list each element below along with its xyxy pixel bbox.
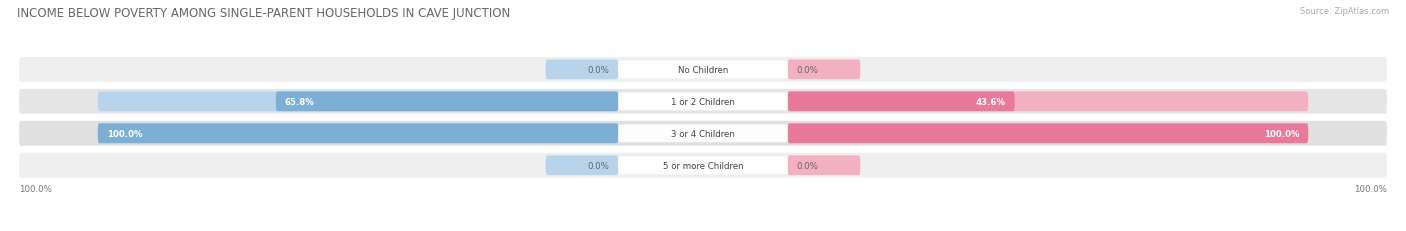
- FancyBboxPatch shape: [20, 121, 1386, 146]
- FancyBboxPatch shape: [619, 93, 787, 111]
- FancyBboxPatch shape: [619, 157, 787, 174]
- FancyBboxPatch shape: [619, 125, 787, 143]
- FancyBboxPatch shape: [98, 124, 619, 144]
- Text: 0.0%: 0.0%: [588, 161, 609, 170]
- Text: 0.0%: 0.0%: [588, 66, 609, 75]
- FancyBboxPatch shape: [98, 124, 619, 144]
- FancyBboxPatch shape: [20, 58, 1386, 82]
- Text: 100.0%: 100.0%: [20, 184, 52, 193]
- FancyBboxPatch shape: [787, 92, 1308, 112]
- Text: 5 or more Children: 5 or more Children: [662, 161, 744, 170]
- FancyBboxPatch shape: [20, 89, 1386, 114]
- FancyBboxPatch shape: [787, 60, 860, 80]
- Text: 65.8%: 65.8%: [285, 97, 315, 106]
- FancyBboxPatch shape: [98, 92, 619, 112]
- FancyBboxPatch shape: [619, 61, 787, 79]
- FancyBboxPatch shape: [787, 156, 860, 175]
- FancyBboxPatch shape: [787, 92, 1015, 112]
- Text: 3 or 4 Children: 3 or 4 Children: [671, 129, 735, 138]
- FancyBboxPatch shape: [787, 124, 1308, 144]
- FancyBboxPatch shape: [546, 156, 619, 175]
- Text: 100.0%: 100.0%: [1264, 129, 1299, 138]
- Text: 100.0%: 100.0%: [1354, 184, 1386, 193]
- FancyBboxPatch shape: [787, 124, 1308, 144]
- Text: 0.0%: 0.0%: [797, 66, 818, 75]
- FancyBboxPatch shape: [276, 92, 619, 112]
- FancyBboxPatch shape: [546, 60, 619, 80]
- Text: 43.6%: 43.6%: [976, 97, 1005, 106]
- Text: Source: ZipAtlas.com: Source: ZipAtlas.com: [1301, 7, 1389, 16]
- Text: 1 or 2 Children: 1 or 2 Children: [671, 97, 735, 106]
- FancyBboxPatch shape: [20, 153, 1386, 178]
- Text: 100.0%: 100.0%: [107, 129, 142, 138]
- Text: INCOME BELOW POVERTY AMONG SINGLE-PARENT HOUSEHOLDS IN CAVE JUNCTION: INCOME BELOW POVERTY AMONG SINGLE-PARENT…: [17, 7, 510, 20]
- Text: No Children: No Children: [678, 66, 728, 75]
- Text: 0.0%: 0.0%: [797, 161, 818, 170]
